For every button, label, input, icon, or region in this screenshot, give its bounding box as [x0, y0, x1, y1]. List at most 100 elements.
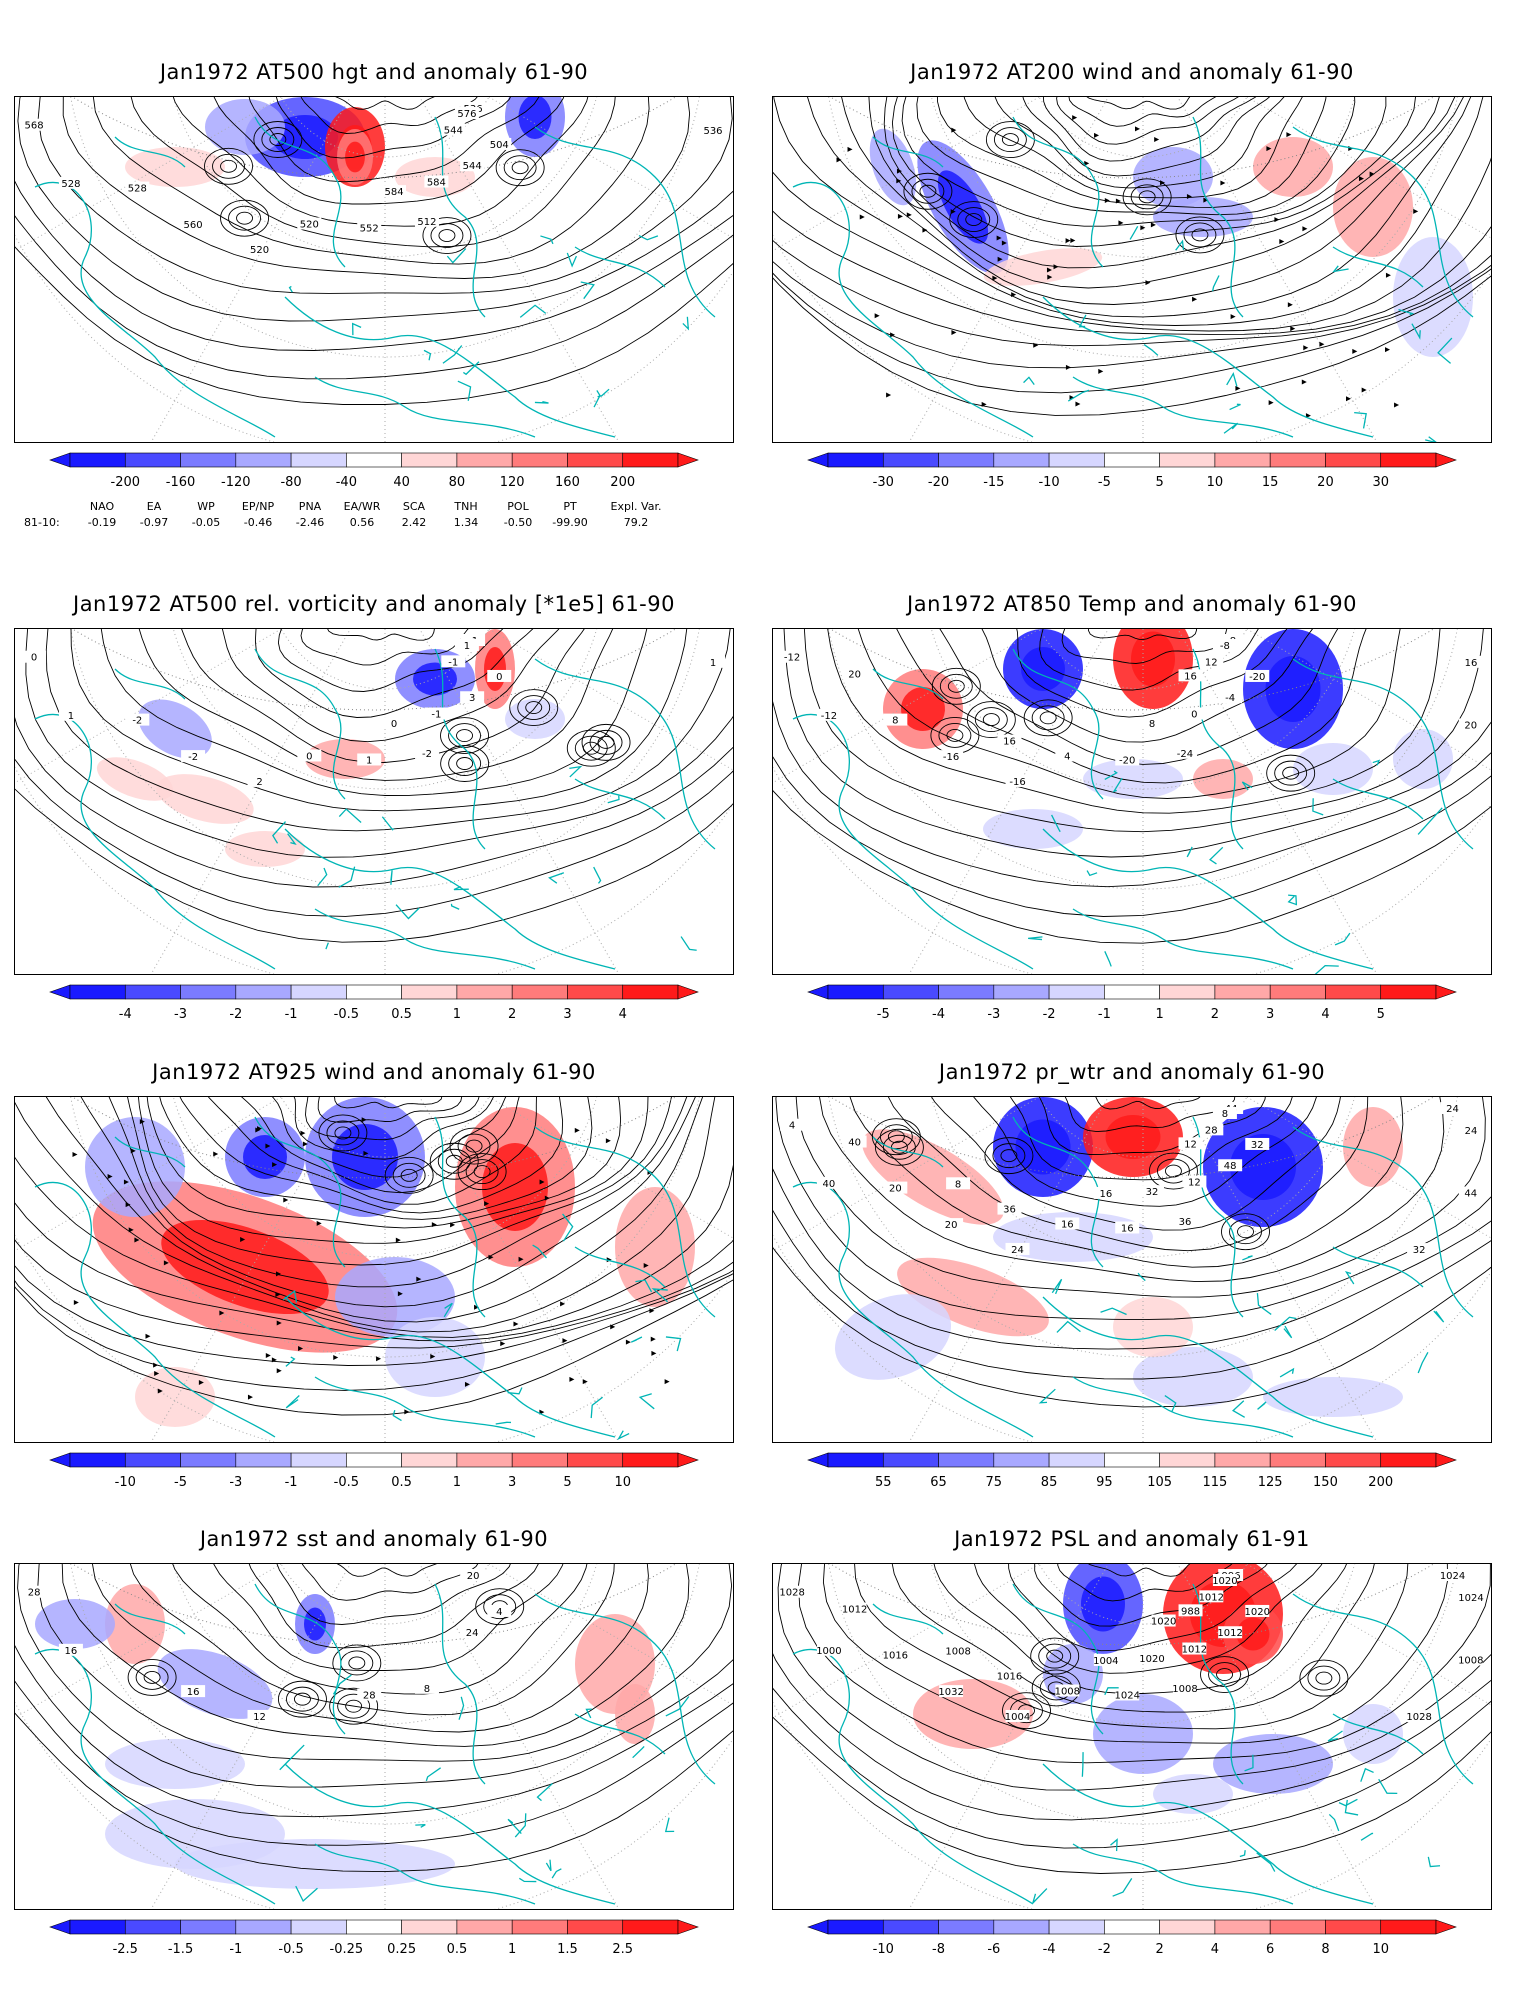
contour-label: -12 — [821, 711, 837, 722]
colorbar-tick-label: -8 — [932, 1942, 946, 1957]
wind-arrow — [283, 1197, 289, 1203]
wind-arrow — [1053, 264, 1059, 270]
closed-contour — [1031, 705, 1065, 731]
closed-contour — [1282, 766, 1300, 780]
contour-label-bg — [58, 1643, 83, 1656]
anomaly-core — [304, 1607, 326, 1641]
contour-label-bg — [1140, 717, 1165, 730]
contour-label-bg — [780, 1118, 805, 1131]
wind-arrow — [1345, 396, 1351, 402]
border-line — [519, 304, 547, 318]
wind-arrow — [951, 329, 957, 335]
colorbar-swatch — [1325, 984, 1382, 1000]
contour-label: 1 — [366, 755, 372, 766]
colorbar-swatch — [1048, 1452, 1105, 1468]
wind-arrow — [107, 1174, 113, 1180]
border-line — [534, 401, 549, 404]
closed-contour — [509, 689, 559, 727]
border-line — [1417, 807, 1443, 835]
wind-arrow — [255, 1127, 261, 1133]
closed-contour — [438, 229, 456, 242]
wind-arrow — [1274, 217, 1280, 223]
closed-contour — [1164, 1164, 1182, 1178]
streamline-arrows — [72, 1117, 670, 1415]
coastline — [1192, 116, 1244, 318]
index-header: EA/WR — [343, 500, 381, 513]
contour-label: 16 — [65, 1646, 78, 1657]
positive-anomaly-region — [615, 1684, 655, 1744]
border-line — [272, 821, 287, 844]
contour-line — [1038, 1097, 1266, 1155]
closed-contour — [236, 211, 253, 225]
wind-arrow — [416, 1276, 422, 1282]
wind-arrow — [1072, 115, 1078, 121]
contour-line — [213, 97, 565, 205]
wind-arrow — [316, 1220, 322, 1226]
wind-arrow — [1266, 146, 1272, 152]
contour-label: 1016 — [997, 1672, 1022, 1683]
colorbar-swatch — [938, 984, 995, 1000]
border-line — [1312, 798, 1324, 816]
contour-label: 16 — [187, 1687, 200, 1698]
border-line — [288, 285, 293, 293]
negative-anomaly-region — [1293, 743, 1373, 795]
contour-label-bg — [181, 218, 206, 231]
negative-anomaly-region — [35, 1599, 115, 1649]
colorbar-tick-label: 160 — [555, 475, 580, 490]
contour-line — [15, 1273, 733, 1391]
wind-arrow — [123, 1179, 129, 1185]
wind-arrow — [1065, 238, 1071, 244]
closed-contour — [483, 1594, 517, 1620]
contour-label: 8 — [892, 716, 898, 727]
wind-arrow — [265, 1143, 271, 1149]
contour-label: 24 — [466, 1628, 479, 1639]
colorbar-swatch — [1325, 1919, 1382, 1935]
colorbar-swatch — [1048, 452, 1105, 468]
wind-arrow — [198, 1379, 204, 1385]
contour-line — [773, 756, 1491, 917]
colorbar-tick-label: 40 — [393, 475, 410, 490]
colorbar-tick-label: 115 — [1202, 1475, 1228, 1490]
contour-line — [891, 1564, 1375, 1713]
contour-labels: 1016102010081004100099610121024103210281… — [779, 1569, 1484, 1723]
contour-line — [336, 1564, 437, 1577]
contour-label: 1020 — [1212, 1576, 1237, 1587]
wind-arrow — [1047, 274, 1053, 280]
graticule — [773, 1097, 1491, 1442]
map-hgt500: 4965045125205285365445525605685765845205… — [14, 96, 734, 443]
border-line — [630, 1336, 643, 1343]
contour-label: 520 — [250, 245, 269, 256]
border-line — [607, 795, 620, 804]
border-line — [1328, 1813, 1340, 1832]
contour-label: 1 — [68, 711, 74, 722]
wind-arrow — [582, 1379, 588, 1385]
closed-contour — [581, 723, 631, 761]
wind-arrow — [1301, 379, 1307, 385]
wind-arrow — [1140, 225, 1146, 231]
border-line — [545, 1859, 552, 1872]
border-line — [1256, 1852, 1276, 1872]
colorbar-tick-label: -40 — [335, 475, 357, 490]
wind-arrow — [431, 1222, 437, 1228]
border-line — [1104, 951, 1112, 967]
wind-arrow — [1203, 197, 1209, 203]
closed-contour — [566, 729, 616, 767]
colorbar-swatches — [49, 984, 699, 1000]
contour-label: 32 — [1251, 1140, 1264, 1151]
map-canvas — [773, 97, 1491, 442]
colorbar-swatch — [567, 452, 624, 468]
graticule — [15, 97, 733, 442]
contour-label: -16 — [943, 752, 959, 763]
contour-label: 8 — [424, 1684, 430, 1695]
contour-line — [15, 215, 733, 380]
contour-labels: -10-221-131-201-10-21-10 — [22, 634, 725, 788]
colorbar-swatch — [882, 452, 939, 468]
wind-arrow — [1160, 180, 1166, 186]
coastline — [1042, 1763, 1374, 1905]
closed-contour — [261, 127, 295, 152]
border-line — [507, 1818, 522, 1835]
contour-line — [883, 97, 1440, 269]
coastline — [1292, 1593, 1474, 1785]
closed-contour — [475, 1588, 525, 1626]
coastline — [1012, 648, 1104, 800]
